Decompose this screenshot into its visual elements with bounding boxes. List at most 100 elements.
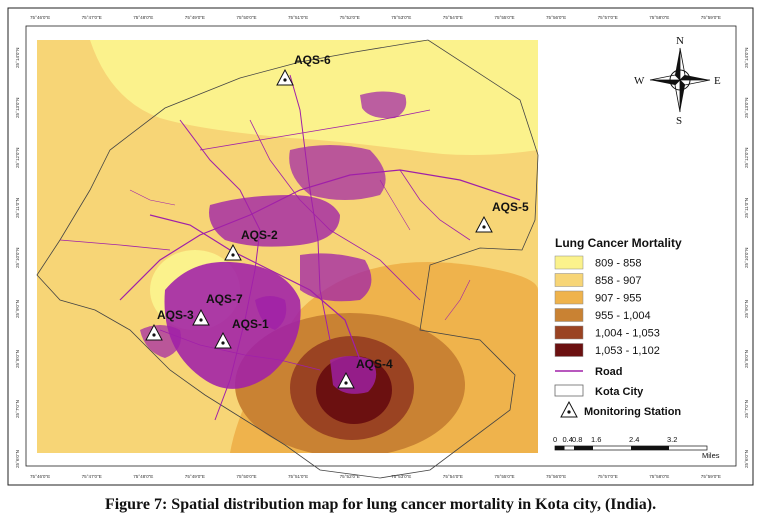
compass-east-label: E [714, 75, 721, 87]
kota-city-boundary [36, 39, 539, 479]
bottom-longitude-tick: 75°46'0"E [30, 474, 50, 479]
bottom-longitude-tick: 75°56'0"E [546, 474, 566, 479]
station-label: AQS-4 [356, 357, 393, 371]
scale-bar-tick-label: 2.4 [629, 435, 639, 444]
compass-south-label: S [676, 115, 682, 127]
station-aqs-6: AQS-6 [276, 53, 331, 86]
right-latitude-tick: 25°7'0"N [744, 400, 749, 418]
scale-bar-ticks: 0 0.4 0.8 1.6 2.4 3.2 [553, 435, 677, 444]
station-label: AQS-2 [241, 228, 278, 242]
mortality-surface [37, 40, 538, 453]
legend-title: Lung Cancer Mortality [555, 236, 682, 250]
right-latitude-tick: 25°14'0"N [744, 48, 749, 68]
top-longitude-tick: 75°51'0"E [288, 15, 308, 20]
left-latitude-tick: 25°12'0"N [15, 148, 20, 168]
top-longitude-tick: 75°55'0"E [494, 15, 514, 20]
legend-city-swatch [554, 384, 584, 397]
bottom-longitude-tick: 75°58'0"E [649, 474, 669, 479]
scale-bar-tick-label: 3.2 [667, 435, 677, 444]
station-aqs-3: AQS-3 [145, 308, 194, 341]
top-longitude-labels: 75°46'0"E 75°47'0"E 75°48'0"E 75°49'0"E 75°5… [30, 15, 721, 20]
bottom-longitude-tick: 75°50'0"E [236, 474, 256, 479]
station-aqs-7: AQS-7 [192, 292, 243, 326]
legend-class-swatch [554, 325, 584, 340]
top-longitude-tick: 75°46'0"E [30, 15, 50, 20]
top-longitude-tick: 75°59'0"E [701, 15, 721, 20]
top-longitude-tick: 75°54'0"E [443, 15, 463, 20]
surface-class-809-858 [37, 40, 538, 155]
bottom-longitude-tick: 75°55'0"E [494, 474, 514, 479]
scale-bar: 0 0.4 0.8 1.6 2.4 3.2 Miles [553, 435, 720, 460]
top-longitude-tick: 75°47'0"E [82, 15, 102, 20]
legend-station-label: Monitoring Station [584, 406, 681, 418]
legend-class-label: 1,004 - 1,053 [595, 328, 660, 340]
right-latitude-labels: 25°14'0"N 25°13'0"N 25°12'0"N 25°11'0"N 25°1… [744, 48, 749, 468]
right-latitude-tick: 25°13'0"N [744, 98, 749, 118]
right-latitude-tick: 25°12'0"N [744, 148, 749, 168]
bottom-longitude-labels: 75°46'0"E 75°47'0"E 75°48'0"E 75°49'0"E 75°5… [30, 474, 721, 479]
station-aqs-4: AQS-4 [337, 357, 393, 389]
top-longitude-tick: 75°48'0"E [133, 15, 153, 20]
left-latitude-tick: 25°7'0"N [15, 400, 20, 418]
scale-bar-unit: Miles [702, 451, 720, 460]
left-latitude-tick: 25°9'0"N [15, 300, 20, 318]
scale-bar-tick-label: 0.4 [563, 435, 573, 444]
scale-bar-tick-label: 0 [553, 435, 557, 444]
legend-class-label: 809 - 858 [595, 258, 641, 270]
bottom-longitude-tick: 75°59'0"E [701, 474, 721, 479]
bottom-longitude-tick: 75°49'0"E [185, 474, 205, 479]
bottom-longitude-tick: 75°57'0"E [598, 474, 618, 479]
legend-class-label: 858 - 907 [595, 275, 641, 287]
bottom-longitude-tick: 75°51'0"E [288, 474, 308, 479]
station-aqs-1: AQS-1 [214, 317, 269, 349]
station-aqs-5: AQS-5 [475, 200, 529, 233]
figure-caption: Figure 7: Spatial distribution map for l… [104, 496, 657, 513]
legend-class-swatch [554, 290, 584, 305]
top-longitude-tick: 75°50'0"E [236, 15, 256, 20]
left-latitude-tick: 25°11'0"N [15, 198, 20, 218]
top-longitude-tick: 75°57'0"E [598, 15, 618, 20]
station-aqs-2: AQS-2 [224, 228, 278, 261]
left-latitude-tick: 25°10'0"N [15, 248, 20, 268]
bottom-longitude-tick: 75°54'0"E [443, 474, 463, 479]
right-latitude-tick: 25°9'0"N [744, 300, 749, 318]
right-latitude-tick: 25°6'0"N [744, 450, 749, 468]
bottom-longitude-tick: 75°48'0"E [133, 474, 153, 479]
bottom-longitude-tick: 75°53'0"E [391, 474, 411, 479]
top-longitude-tick: 75°53'0"E [391, 15, 411, 20]
legend-class-label: 907 - 955 [595, 293, 641, 305]
bottom-longitude-tick: 75°52'0"E [340, 474, 360, 479]
left-latitude-labels: 25°14'0"N 25°13'0"N 25°12'0"N 25°11'0"N 25°1… [15, 48, 20, 468]
dense-urban-roads [140, 91, 407, 394]
top-longitude-tick: 75°56'0"E [546, 15, 566, 20]
station-label: AQS-7 [206, 292, 243, 306]
station-label: AQS-5 [492, 200, 529, 214]
top-longitude-tick: 75°58'0"E [649, 15, 669, 20]
right-latitude-tick: 25°8'0"N [744, 350, 749, 368]
left-latitude-tick: 25°8'0"N [15, 350, 20, 368]
legend-class-label: 1,053 - 1,102 [595, 345, 660, 357]
scale-bar-tick-label: 1.6 [591, 435, 601, 444]
legend: Lung Cancer Mortality 809 - 858 858 - 907… [548, 230, 730, 425]
bottom-longitude-tick: 75°47'0"E [82, 474, 102, 479]
station-label: AQS-3 [157, 308, 194, 322]
map-figure: 75°46'0"E 75°47'0"E 75°48'0"E 75°49'0"E 75°5… [7, 7, 754, 486]
compass-north-label: N [676, 35, 684, 47]
station-label: AQS-1 [232, 317, 269, 331]
monitoring-stations: AQS-6 AQS-5 AQS-2 AQS-7 AQS-3 AQS-1 AQS-… [145, 53, 529, 389]
right-latitude-tick: 25°11'0"N [744, 198, 749, 218]
north-arrow: N S E W [634, 35, 721, 127]
legend-class-swatch [554, 273, 584, 287]
left-latitude-tick: 25°6'0"N [15, 450, 20, 468]
scale-bar-tick-label: 0.8 [572, 435, 582, 444]
compass-west-label: W [634, 75, 645, 87]
top-longitude-tick: 75°52'0"E [340, 15, 360, 20]
legend-class-swatch [554, 255, 584, 270]
legend-classes: 809 - 858 858 - 907 907 - 955 955 - 1,004 1,… [554, 255, 660, 357]
left-latitude-tick: 25°13'0"N [15, 98, 20, 118]
legend-city-label: Kota City [595, 386, 644, 398]
legend-class-label: 955 - 1,004 [595, 310, 651, 322]
legend-road-label: Road [595, 366, 623, 378]
legend-station-symbol [560, 400, 578, 418]
top-longitude-tick: 75°49'0"E [185, 15, 205, 20]
